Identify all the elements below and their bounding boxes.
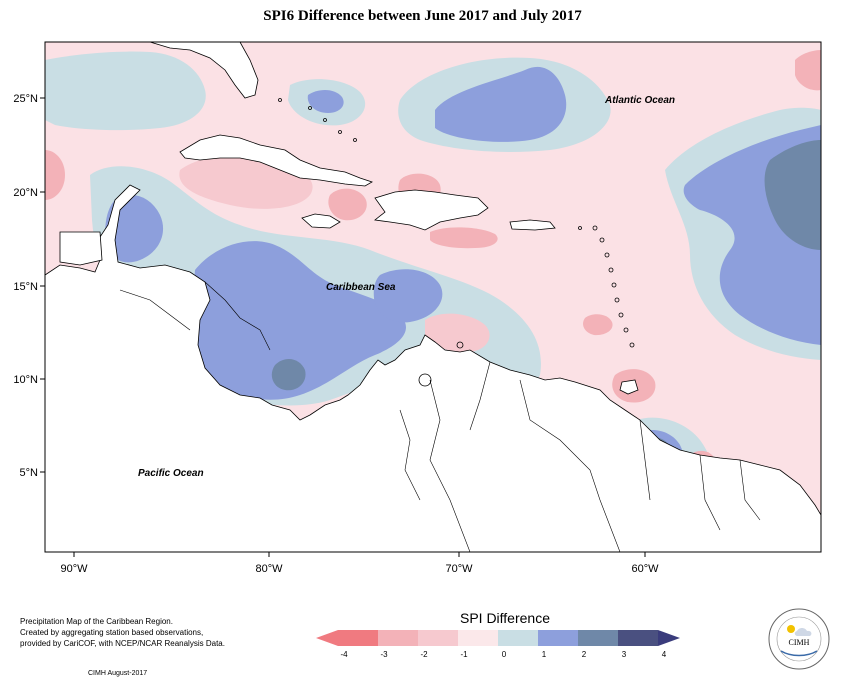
field-zone-neg3-west	[45, 150, 65, 200]
label-pacific-ocean: Pacific Ocean	[138, 468, 204, 479]
legend-tick-label: -2	[420, 650, 428, 659]
field-zone-neg3-northeast	[795, 50, 821, 91]
x-tick-label: 60°W	[631, 563, 659, 575]
legend-tick-label: 2	[582, 650, 587, 659]
x-tick-label: 80°W	[255, 563, 283, 575]
sun-icon	[787, 625, 795, 633]
map-frame	[44, 41, 822, 553]
land-hispaniola	[374, 189, 489, 231]
land-cuba	[179, 134, 373, 187]
field-zone-pos2-caribbean	[191, 241, 406, 400]
logo-text: CIMH	[789, 638, 810, 647]
map-field: Atlantic Ocean Caribbean Sea Pacific Oce…	[45, 42, 821, 552]
legend-tick-label: 3	[622, 650, 627, 659]
color-legend: -4 -3 -2 -1 0 1 2 3 4	[316, 630, 680, 659]
y-tick-label: 25°N	[13, 93, 38, 105]
legend-bin	[578, 630, 618, 646]
field-zone-pos3-caribbean	[271, 358, 306, 391]
land	[45, 42, 821, 552]
label-atlantic-ocean: Atlantic Ocean	[604, 95, 675, 106]
field-zone-neg3-jamaica	[328, 188, 367, 221]
legend-bin	[498, 630, 538, 646]
legend-bin	[378, 630, 418, 646]
legend-bin	[538, 630, 578, 646]
small-islands	[278, 98, 635, 387]
x-tick-label: 90°W	[60, 563, 88, 575]
y-axis: 25°N 20°N 15°N 10°N 5°N	[13, 93, 45, 479]
x-axis: 90°W 80°W 70°W 60°W	[60, 552, 659, 575]
field-zone-pos2-caribbean-east	[373, 269, 443, 323]
field-zone-pos3-east	[764, 140, 821, 250]
legend-title: SPI Difference	[459, 610, 550, 626]
land-trinidad	[619, 379, 639, 395]
land-jamaica	[301, 213, 341, 229]
legend-tick-label: -4	[340, 650, 348, 659]
land-florida	[149, 42, 259, 99]
legend-bin	[458, 630, 498, 646]
legend-extend-high	[658, 630, 680, 646]
country-borders	[119, 281, 761, 552]
field-zone-neg3-lesser-antilles	[583, 314, 613, 336]
field-zone-neg3-south-hispaniola	[430, 227, 498, 249]
y-tick-label: 5°N	[20, 467, 39, 479]
wave-icon	[780, 650, 818, 657]
legend-bin	[618, 630, 658, 646]
field-zone-pos2-bahamas	[307, 89, 344, 113]
credits: Precipitation Map of the Caribbean Regio…	[20, 616, 260, 649]
map-title: SPI6 Difference between June 2017 and Ju…	[263, 8, 582, 24]
field-zone-pos2-atlantic	[435, 66, 567, 142]
legend-bin	[418, 630, 458, 646]
field-zone-pos1-gulf	[45, 51, 206, 131]
land-puerto-rico	[509, 219, 556, 231]
cimh-logo: CIMH	[768, 608, 830, 670]
legend-tick-label: -3	[380, 650, 388, 659]
y-tick-label: 10°N	[13, 374, 38, 386]
legend-tick-label: 4	[662, 650, 667, 659]
legend-tick-label: -1	[460, 650, 468, 659]
footer-credit: CIMH August-2017	[88, 670, 148, 677]
land-central-america	[45, 184, 821, 552]
land-yucatan	[59, 231, 103, 266]
field-zone-neg2-venezuela	[425, 313, 490, 353]
credits-line: Precipitation Map of the Caribbean Regio…	[20, 617, 173, 626]
legend-extend-low	[316, 630, 338, 646]
y-tick-label: 15°N	[13, 281, 38, 293]
x-tick-label: 70°W	[445, 563, 473, 575]
legend-tick-label: 0	[502, 650, 507, 659]
credits-line: Created by aggregating station based obs…	[20, 628, 204, 637]
cloud-icon	[794, 628, 812, 636]
label-caribbean-sea: Caribbean Sea	[326, 282, 396, 293]
credits-line: provided by CariCOF, with NCEP/NCAR Rean…	[20, 639, 225, 648]
legend-bin	[338, 630, 378, 646]
y-tick-label: 20°N	[13, 187, 38, 199]
legend-tick-label: 1	[542, 650, 547, 659]
